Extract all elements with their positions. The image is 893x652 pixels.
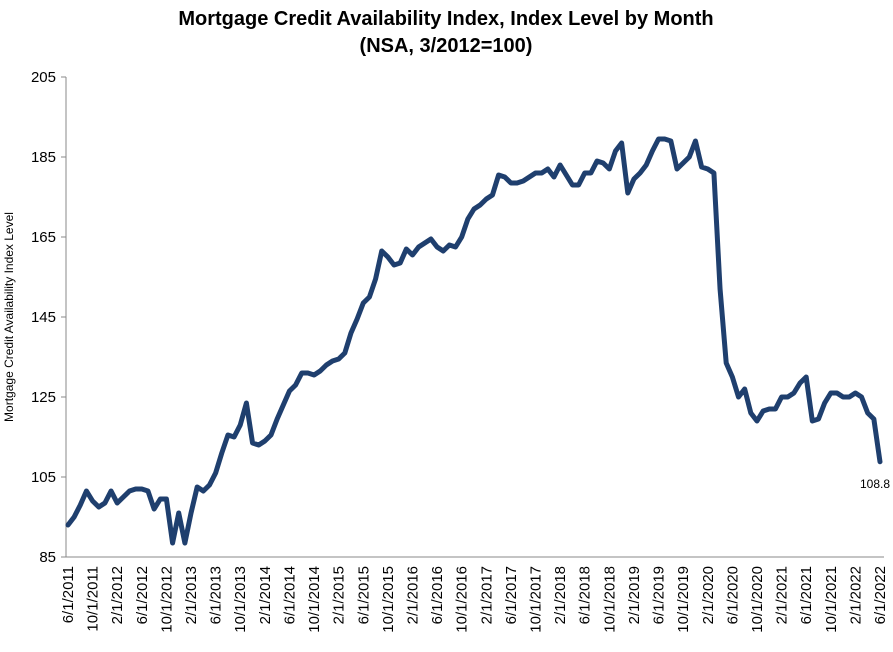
x-tick-label: 6/1/2021: [798, 566, 815, 624]
x-tick-label: 6/1/2022: [872, 566, 889, 624]
x-tick-label: 6/1/2013: [208, 566, 225, 624]
x-tick-label: 6/1/2016: [429, 566, 446, 624]
line: [65, 136, 883, 546]
x-tick-label: 6/1/2020: [724, 566, 741, 624]
x-tick-label: 10/1/2011: [85, 566, 102, 632]
x-tick-label: 10/1/2018: [601, 566, 618, 633]
x-tick-label: 10/1/2021: [823, 566, 840, 633]
x-tick-label: 2/1/2022: [847, 566, 864, 624]
x-tick-label: 2/1/2016: [404, 566, 421, 624]
y-tick-label: 185: [31, 149, 56, 166]
y-tick-label: 145: [31, 309, 56, 326]
y-tick-label: 205: [31, 69, 56, 86]
x-tick-label: 2/1/2019: [626, 566, 643, 624]
chart-subtitle: (NSA, 3/2012=100): [360, 35, 533, 57]
chart-title: Mortgage Credit Availability Index, Inde…: [178, 8, 713, 30]
x-tick-label: 10/1/2019: [675, 566, 692, 633]
x-tick-label: 10/1/2012: [158, 566, 175, 633]
data-label: 108.8: [860, 477, 890, 491]
x-tick-label: 6/1/2017: [503, 566, 520, 624]
x-tick-label: 10/1/2020: [749, 566, 766, 633]
x-tick-label: 2/1/2020: [700, 566, 717, 624]
x-tick-label: 2/1/2015: [331, 566, 348, 624]
x-tick-label: 2/1/2012: [109, 566, 126, 624]
x-tick-label: 6/1/2012: [134, 566, 151, 624]
y-axis-label: Mortgage Credit Availability Index Level: [2, 212, 16, 422]
x-tick-label: 2/1/2017: [478, 566, 495, 624]
x-tick-label: 10/1/2016: [454, 566, 471, 633]
x-tick-label: 6/1/2014: [281, 566, 298, 624]
x-tick-label: 2/1/2014: [257, 566, 274, 624]
x-tick-label: 6/1/2018: [577, 566, 594, 624]
y-tick-label: 105: [31, 469, 56, 486]
x-tick-label: 10/1/2013: [232, 566, 249, 633]
x-tick-label: 6/1/2015: [355, 566, 372, 624]
y-tick-label: 165: [31, 229, 56, 246]
y-tick-label: 125: [31, 389, 56, 406]
x-tick-label: 6/1/2019: [651, 566, 668, 624]
y-tick-label: 85: [39, 549, 56, 566]
x-tick-label: 2/1/2018: [552, 566, 569, 624]
x-tick-label: 10/1/2014: [306, 566, 323, 633]
x-tick-label: 2/1/2013: [183, 566, 200, 624]
x-tick-label: 10/1/2015: [380, 566, 397, 633]
x-tick-label: 2/1/2021: [774, 566, 791, 624]
x-tick-label: 10/1/2017: [528, 566, 545, 633]
x-tick-label: 6/1/2011: [60, 566, 77, 623]
